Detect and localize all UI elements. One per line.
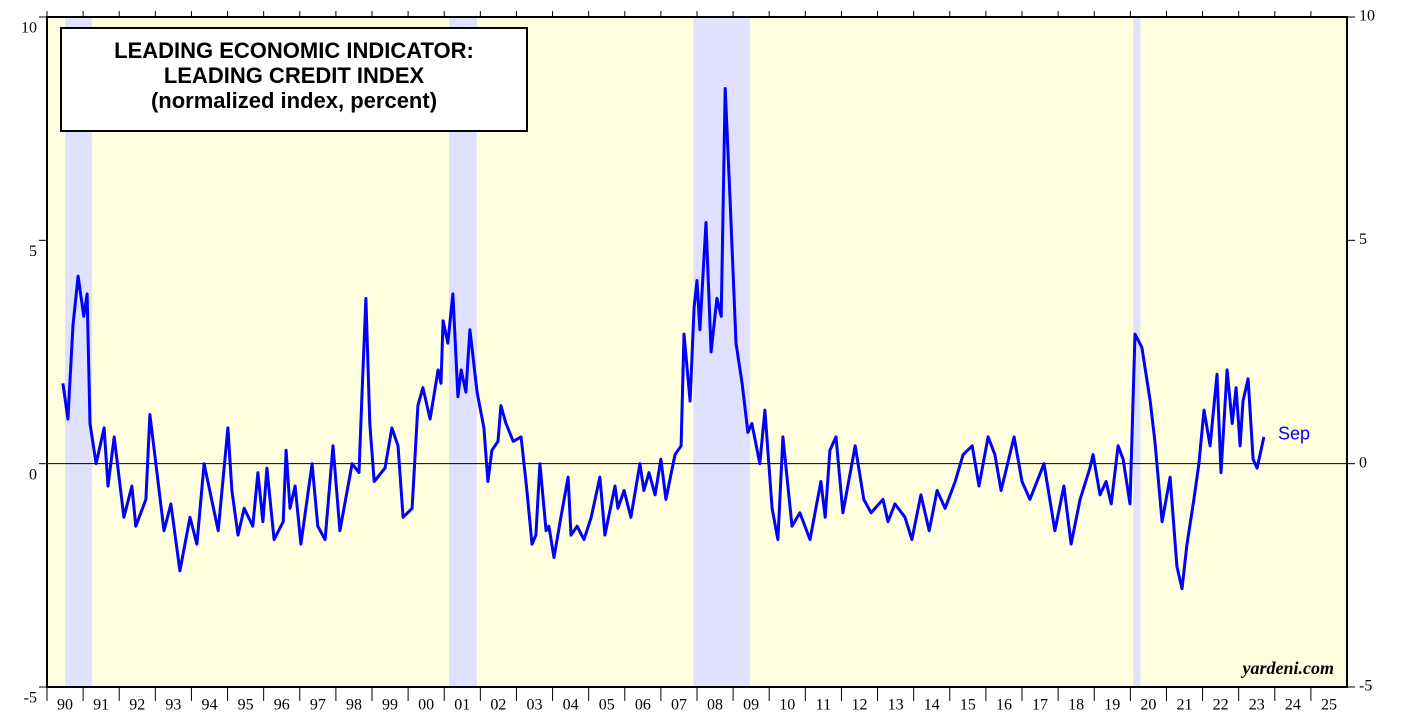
x-tick-label: 21 bbox=[1177, 697, 1193, 714]
y-tick-label: 5 bbox=[29, 243, 37, 260]
x-tick-label: 12 bbox=[852, 697, 868, 714]
x-tick-label: 04 bbox=[563, 697, 579, 714]
x-tick-label: 91 bbox=[93, 697, 109, 714]
x-tick-label: 06 bbox=[635, 697, 651, 714]
x-tick-label: 98 bbox=[346, 697, 362, 714]
x-tick-label: 00 bbox=[418, 697, 434, 714]
x-tick-label: 93 bbox=[165, 697, 181, 714]
recession-band bbox=[693, 17, 751, 687]
x-tick-label: 10 bbox=[779, 697, 795, 714]
x-tick-label: 02 bbox=[490, 697, 506, 714]
x-tick-label: 15 bbox=[960, 697, 976, 714]
y2-tick-label: 5 bbox=[1359, 231, 1367, 248]
x-tick-label: 17 bbox=[1032, 697, 1048, 714]
x-tick-label: 25 bbox=[1321, 697, 1337, 714]
x-tick-label: 99 bbox=[382, 697, 398, 714]
y2-tick-label: -5 bbox=[1359, 678, 1372, 695]
x-tick-label: 14 bbox=[924, 697, 940, 714]
watermark: yardeni.com bbox=[1241, 658, 1335, 678]
x-tick-label: 90 bbox=[57, 697, 73, 714]
x-tick-label: 22 bbox=[1213, 697, 1229, 714]
y-tick-label: -5 bbox=[24, 690, 37, 707]
x-tick-label: 92 bbox=[129, 697, 145, 714]
x-tick-label: 19 bbox=[1104, 697, 1120, 714]
x-tick-label: 05 bbox=[599, 697, 615, 714]
chart-subtitle: (normalized index, percent) bbox=[151, 88, 437, 113]
x-tick-label: 09 bbox=[743, 697, 759, 714]
x-tick-label: 07 bbox=[671, 697, 687, 714]
y-tick-label: 10 bbox=[21, 20, 37, 37]
recession-band bbox=[1133, 17, 1141, 687]
x-tick-label: 96 bbox=[274, 697, 290, 714]
x-tick-label: 97 bbox=[310, 697, 326, 714]
y2-tick-label: 10 bbox=[1359, 8, 1375, 25]
x-tick-label: 94 bbox=[202, 697, 218, 714]
x-tick-label: 18 bbox=[1068, 697, 1084, 714]
x-tick-label: 11 bbox=[816, 697, 831, 714]
data-line bbox=[61, 87, 1266, 591]
chart-title: LEADING CREDIT INDEX bbox=[164, 63, 425, 88]
chart-title: LEADING ECONOMIC INDICATOR: bbox=[114, 38, 474, 63]
x-tick-label: 23 bbox=[1249, 697, 1265, 714]
title-box bbox=[60, 27, 528, 132]
x-tick-label: 01 bbox=[454, 697, 470, 714]
y-tick-label: 0 bbox=[29, 466, 37, 483]
x-tick-label: 95 bbox=[238, 697, 254, 714]
x-tick-label: 03 bbox=[527, 697, 543, 714]
x-tick-label: 13 bbox=[888, 697, 904, 714]
y2-tick-label: 0 bbox=[1359, 454, 1367, 471]
end-label: Sep bbox=[1278, 424, 1310, 444]
x-tick-label: 16 bbox=[996, 697, 1012, 714]
x-tick-label: 08 bbox=[707, 697, 723, 714]
x-tick-label: 20 bbox=[1140, 697, 1156, 714]
x-tick-label: 24 bbox=[1285, 697, 1301, 714]
